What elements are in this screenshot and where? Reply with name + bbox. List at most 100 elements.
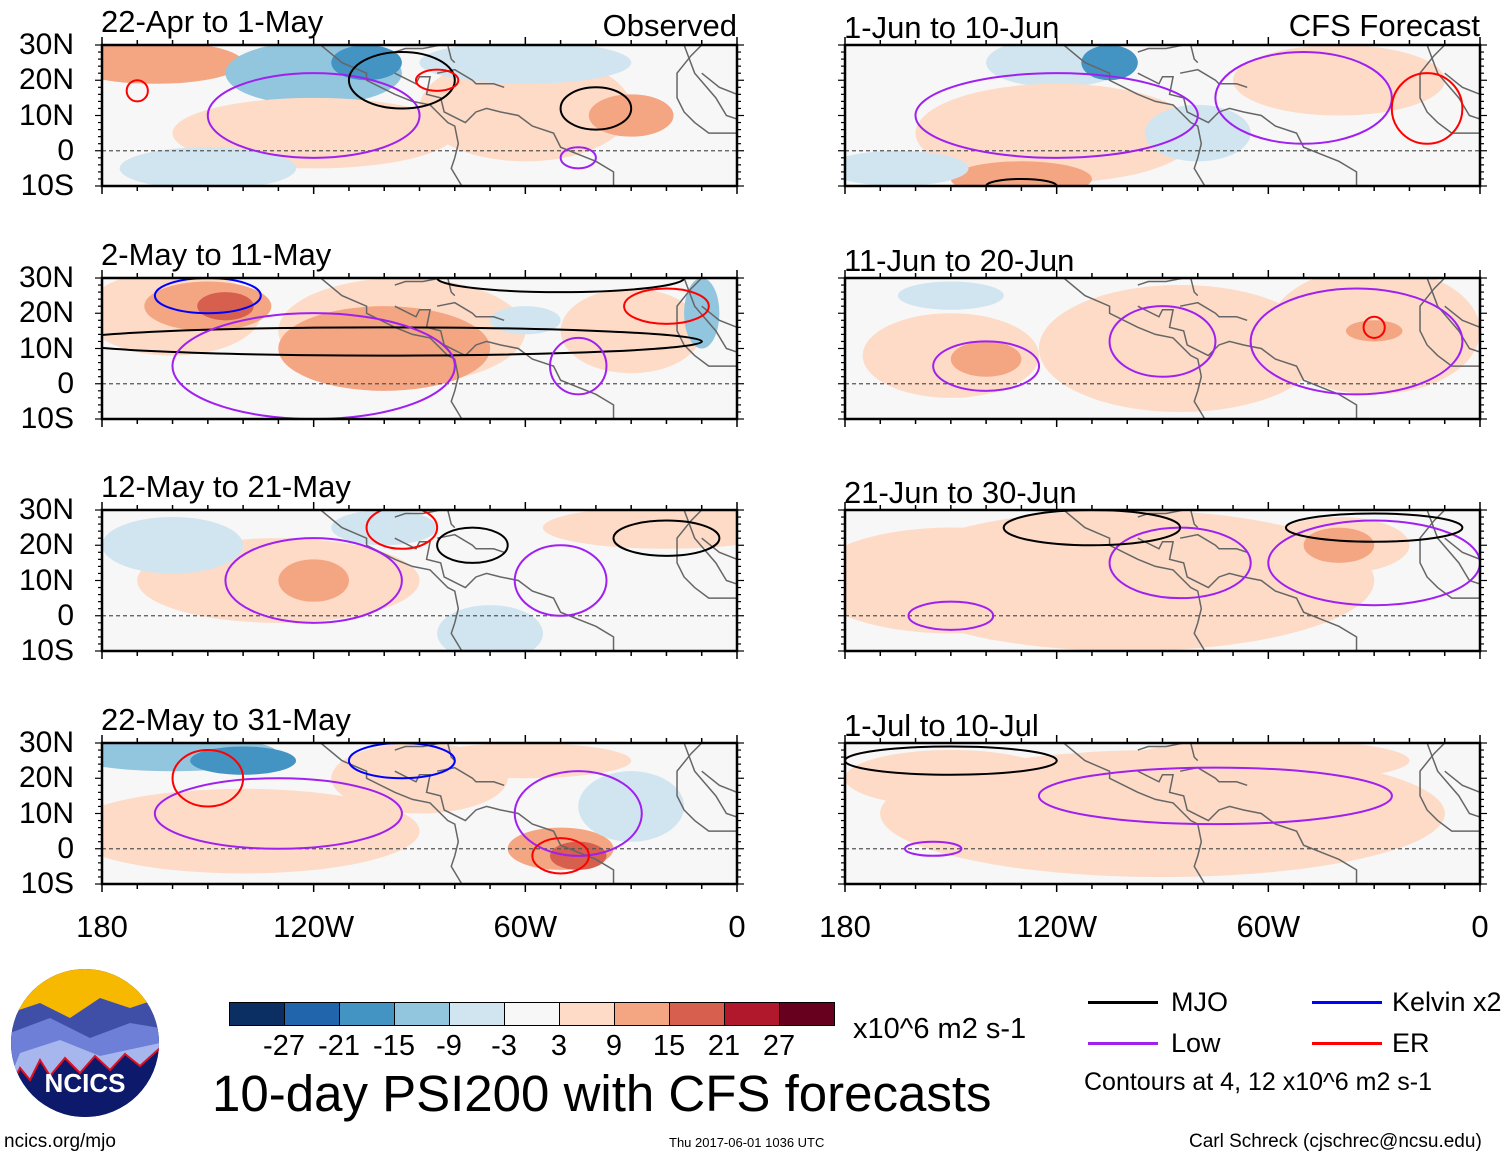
panel-title: 22-May to 31-May (101, 702, 351, 737)
wave-contour (1390, 72, 1464, 145)
anomaly-shading (1081, 45, 1138, 81)
lat-label: 30N (18, 261, 74, 294)
wave-contour (1214, 50, 1393, 145)
colorbar-label: 27 (762, 1030, 796, 1062)
colorbar-label: 3 (550, 1030, 568, 1062)
anomaly-shading (542, 510, 737, 549)
anomaly-shading (490, 306, 561, 335)
coastline (320, 510, 463, 651)
wave-contour (1249, 287, 1464, 396)
wave-contour (612, 519, 721, 557)
anomaly-shading (845, 750, 1057, 807)
wave-contour (1002, 510, 1182, 547)
anomaly-shading (915, 83, 1198, 183)
coastline (436, 766, 505, 787)
anomaly-shading (419, 743, 632, 779)
coastline (1189, 510, 1199, 529)
colorbar-label: 21 (707, 1030, 741, 1062)
lat-label: 0 (57, 133, 74, 167)
wave-contour (1284, 512, 1464, 543)
anomaly-shading (437, 605, 543, 651)
anomaly-shading (419, 55, 632, 162)
colorbar-label: -21 (318, 1030, 360, 1062)
coastline (1137, 743, 1184, 751)
colorbar-swatch (284, 1002, 340, 1026)
coastline (676, 510, 737, 599)
anomaly-shading (1127, 743, 1410, 782)
wave-contour (559, 146, 597, 170)
colorbar-swatch (449, 1002, 505, 1026)
lat-label: 30N (18, 28, 74, 61)
colorbar-swatch (339, 1002, 395, 1026)
map-panel (838, 270, 1487, 427)
coastline (1426, 278, 1480, 353)
wave-contour (347, 743, 456, 780)
footer-author: Carl Schreck (cjschrec@ncsu.edu) (1189, 1131, 1482, 1152)
ncics-logo: NCICS (11, 969, 159, 1117)
coastline (701, 537, 737, 561)
legend-kelvin-swatch (1312, 1001, 1382, 1004)
wave-contour (206, 72, 421, 159)
anomaly-shading (278, 559, 349, 602)
wave-contour (932, 340, 1041, 392)
coastline (1189, 278, 1199, 297)
coastline (1444, 72, 1480, 96)
coastline (394, 45, 441, 53)
lat-label: 30N (18, 493, 74, 526)
coastline (676, 45, 737, 134)
wave-contour (436, 526, 509, 564)
coastline (394, 770, 615, 884)
colorbar-label: -9 (436, 1030, 462, 1062)
coastline (394, 743, 441, 751)
coastline (683, 510, 737, 585)
coastline (1137, 537, 1358, 651)
map-panel (95, 37, 744, 194)
anomaly-shading (950, 161, 1092, 186)
legend-mjo-swatch (1088, 1001, 1158, 1004)
map-panel (838, 502, 1487, 659)
anomaly-shading (897, 281, 1004, 310)
lat-label: 10S (20, 867, 74, 901)
panel-title: 21-Jun to 30-Jun (844, 475, 1077, 510)
anomaly-shading (845, 150, 969, 186)
logo-text: NCICS (45, 1068, 126, 1098)
panel-tag: Observed (602, 8, 737, 43)
coastline (394, 72, 615, 186)
anomaly-shading (588, 94, 674, 137)
coastline (320, 278, 463, 419)
wave-contour (1267, 519, 1480, 607)
panel-title: 1-Jun to 10-Jun (844, 10, 1060, 45)
wave-contour (985, 177, 1058, 186)
lat-label: 10S (20, 402, 74, 436)
coastline (1137, 45, 1184, 53)
coastline (394, 510, 441, 518)
coastline (1137, 278, 1184, 286)
anomaly-shading (1038, 284, 1322, 413)
lon-label: 0 (1471, 909, 1489, 944)
map-panel (95, 270, 744, 427)
wave-contour (125, 79, 149, 103)
anomaly-shading (578, 771, 685, 842)
panel-title: 22-Apr to 1-May (101, 4, 324, 39)
wave-contour (365, 510, 439, 550)
coastline (394, 305, 615, 419)
coastline (1444, 305, 1480, 329)
colorbar-label: 15 (652, 1030, 686, 1062)
coastline (320, 45, 463, 186)
wave-contour (559, 86, 633, 131)
wave-contour (1362, 315, 1386, 339)
colorbar-label: -27 (263, 1030, 305, 1062)
wave-contour (153, 777, 403, 850)
anomaly-shading (862, 313, 1040, 398)
wave-contour (549, 336, 608, 396)
legend-er-swatch (1312, 1042, 1382, 1045)
coastline (1419, 45, 1480, 134)
lon-label: 60W (493, 909, 558, 944)
panel-title: 1-Jul to 10-Jul (844, 708, 1039, 743)
lat-label: 20N (18, 528, 74, 562)
anomaly-shading (419, 45, 632, 84)
colorbar-swatch (394, 1002, 450, 1026)
footer-url[interactable]: ncics.org/mjo (4, 1131, 116, 1152)
lat-label: 30N (18, 726, 74, 759)
lon-label: 180 (819, 909, 871, 944)
